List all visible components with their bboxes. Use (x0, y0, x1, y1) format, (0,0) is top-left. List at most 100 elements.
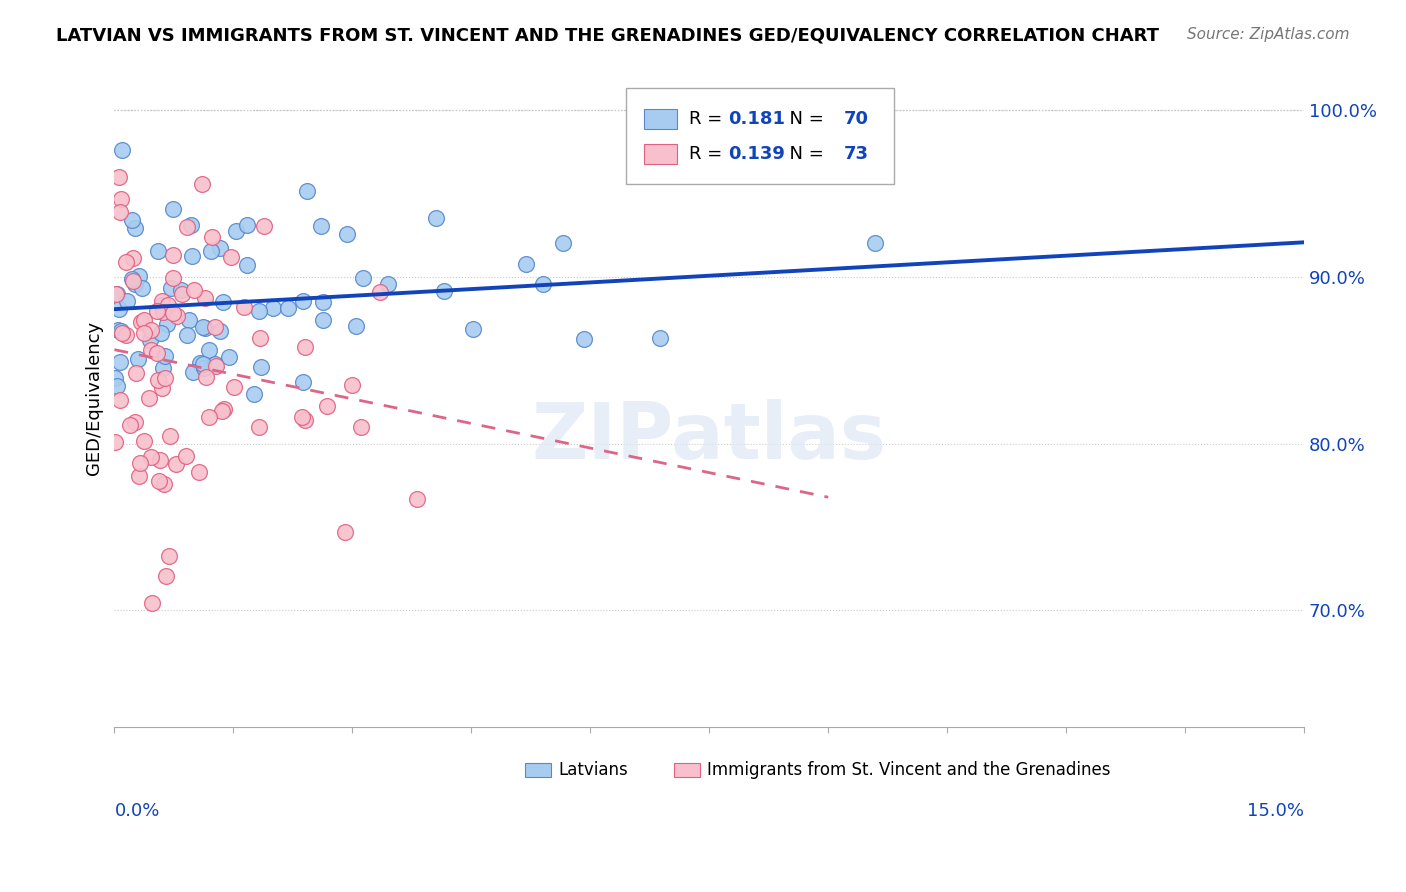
Point (193, 319, 215, 334)
Point (433, 284, 456, 298)
Text: R =: R = (689, 145, 728, 163)
Point (155, 569, 177, 583)
Point (166, 310, 188, 324)
Point (155, 349, 177, 363)
Point (132, 434, 155, 448)
Point (170, 284, 193, 298)
Point (211, 403, 233, 417)
Point (132, 326, 155, 340)
Point (122, 252, 145, 266)
Point (312, 295, 335, 310)
Point (181, 249, 204, 263)
Text: LATVIAN VS IMMIGRANTS FROM ST. VINCENT AND THE GRENADINES GED/EQUIVALENCY CORREL: LATVIAN VS IMMIGRANTS FROM ST. VINCENT A… (56, 27, 1159, 45)
Point (139, 323, 162, 337)
Point (141, 450, 163, 464)
Point (201, 229, 224, 244)
Point (110, 192, 132, 206)
Point (311, 313, 333, 327)
Text: ZIPatlas: ZIPatlas (531, 400, 887, 475)
Point (344, 319, 367, 334)
Point (108, 301, 131, 316)
Point (176, 220, 198, 235)
Point (205, 359, 228, 373)
FancyBboxPatch shape (626, 88, 894, 184)
Point (247, 304, 270, 318)
Point (333, 524, 356, 539)
Point (224, 380, 246, 394)
Point (247, 420, 270, 434)
Point (194, 321, 217, 335)
Point (262, 301, 284, 315)
Point (121, 272, 143, 286)
Point (225, 223, 247, 237)
Text: 0.139: 0.139 (728, 145, 785, 163)
Point (162, 306, 184, 320)
Point (198, 410, 221, 425)
Point (188, 465, 211, 479)
Point (170, 287, 193, 301)
Point (152, 360, 174, 375)
Point (572, 332, 595, 346)
Point (108, 205, 131, 219)
Text: 15.0%: 15.0% (1247, 802, 1305, 821)
Point (515, 257, 537, 271)
Text: Latvians: Latvians (558, 761, 628, 779)
Point (291, 294, 314, 309)
Point (103, 434, 125, 449)
Point (150, 381, 173, 395)
Point (249, 331, 271, 345)
Point (138, 391, 160, 405)
Point (461, 322, 484, 336)
Point (315, 399, 337, 413)
Point (193, 361, 215, 376)
Point (162, 202, 184, 216)
Point (157, 549, 180, 563)
Point (141, 596, 163, 610)
Point (107, 379, 129, 393)
Point (209, 324, 232, 338)
Point (243, 386, 266, 401)
Point (149, 326, 172, 340)
Point (150, 293, 173, 308)
Point (294, 339, 316, 353)
Point (152, 305, 174, 319)
Point (294, 413, 316, 427)
Point (149, 453, 172, 467)
Point (250, 360, 273, 375)
Point (648, 331, 671, 345)
Point (204, 319, 226, 334)
Point (124, 220, 146, 235)
Point (150, 298, 173, 312)
Point (134, 313, 156, 327)
Point (148, 475, 170, 489)
Point (156, 298, 179, 312)
Point (111, 326, 134, 340)
Point (120, 417, 142, 432)
Point (110, 324, 132, 338)
Point (188, 356, 211, 370)
Point (107, 323, 129, 337)
Bar (673, 764, 700, 777)
Point (153, 371, 176, 385)
Point (218, 351, 240, 365)
Point (131, 280, 153, 294)
Point (160, 280, 183, 294)
Point (352, 270, 374, 285)
Text: 0.181: 0.181 (728, 111, 786, 128)
Point (198, 343, 221, 357)
Point (128, 468, 150, 483)
Point (180, 218, 202, 232)
Point (139, 333, 162, 347)
Point (110, 392, 132, 407)
Point (350, 420, 373, 434)
Point (425, 211, 447, 225)
Point (295, 184, 318, 198)
Point (553, 236, 575, 251)
Point (114, 255, 136, 269)
Text: 73: 73 (844, 145, 869, 163)
Point (181, 365, 204, 379)
Point (194, 370, 217, 384)
Point (114, 327, 136, 342)
Text: 70: 70 (844, 111, 869, 128)
Point (219, 250, 242, 264)
